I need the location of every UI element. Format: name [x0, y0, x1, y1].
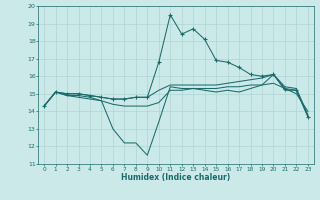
X-axis label: Humidex (Indice chaleur): Humidex (Indice chaleur) — [121, 173, 231, 182]
